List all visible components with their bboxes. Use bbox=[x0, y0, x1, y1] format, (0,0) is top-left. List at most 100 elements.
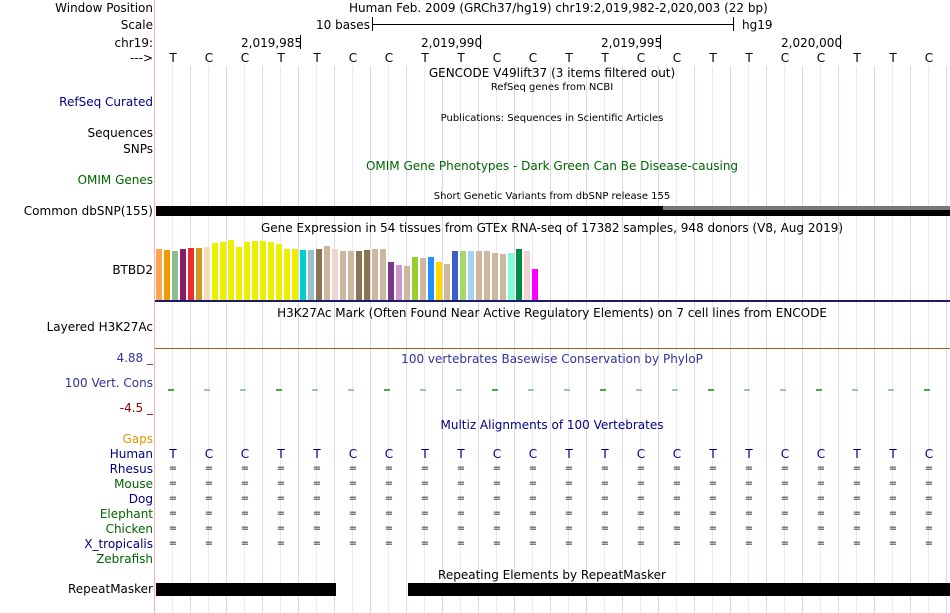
ruler-tick-label: 2,019,985 bbox=[241, 36, 303, 50]
refseq-track-label[interactable]: RefSeq Curated bbox=[59, 95, 153, 109]
repeat-element[interactable] bbox=[156, 583, 336, 596]
aligned-match-symbol: = bbox=[672, 523, 682, 534]
gtex-tissue-bar bbox=[364, 250, 370, 300]
gtex-tissue-bar bbox=[340, 251, 346, 300]
dbsnp-track-label[interactable]: Common dbSNP(155) bbox=[23, 204, 153, 218]
dbsnp-variant-bar[interactable] bbox=[663, 206, 950, 216]
gtex-tissue-bar bbox=[196, 248, 202, 300]
dbsnp-variant-bar[interactable] bbox=[156, 206, 663, 216]
aligned-match-symbol: = bbox=[924, 508, 934, 519]
multiz-track-title[interactable]: Multiz Alignments of 100 Vertebrates bbox=[440, 418, 664, 432]
aligned-match-symbol: = bbox=[564, 538, 574, 549]
aligned-match-symbol: = bbox=[816, 463, 826, 474]
strand-base: T bbox=[313, 51, 321, 65]
strand-label: ---> bbox=[129, 51, 153, 65]
aligned-match-symbol: = bbox=[672, 463, 682, 474]
phylop-score-mark bbox=[492, 389, 498, 391]
gtex-tissue-bar bbox=[156, 249, 162, 300]
aligned-match-symbol: = bbox=[744, 463, 754, 474]
scale-bar-right-tick bbox=[733, 17, 734, 31]
gtex-tissue-bar bbox=[516, 249, 522, 300]
phylop-score-mark bbox=[708, 389, 714, 391]
aligned-match-symbol: = bbox=[168, 463, 178, 474]
h3k27ac-track-label[interactable]: Layered H3K27Ac bbox=[46, 320, 153, 334]
gtex-tissue-bar bbox=[380, 249, 386, 300]
aligned-match-symbol: = bbox=[168, 493, 178, 504]
gtex-tissue-bar bbox=[428, 257, 434, 300]
repeatmasker-track-label[interactable]: RepeatMasker bbox=[67, 582, 153, 596]
gtex-track-title[interactable]: Gene Expression in 54 tissues from GTEx … bbox=[260, 221, 844, 235]
aligned-match-symbol: = bbox=[672, 508, 682, 519]
omim-track-title[interactable]: OMIM Gene Phenotypes - Dark Green Can Be… bbox=[365, 159, 739, 173]
repeatmasker-track-title[interactable]: Repeating Elements by RepeatMasker bbox=[438, 568, 666, 582]
human-aligned-base: T bbox=[745, 447, 753, 461]
strand-base: C bbox=[492, 51, 502, 65]
phylop-track-title[interactable]: 100 vertebrates Basewise Conservation by… bbox=[401, 352, 703, 366]
aligned-match-symbol: = bbox=[744, 538, 754, 549]
aligned-match-symbol: = bbox=[168, 508, 178, 519]
aligned-match-symbol: = bbox=[384, 493, 394, 504]
species-label[interactable]: Zebrafish bbox=[96, 552, 153, 566]
species-label[interactable]: X_tropicalis bbox=[84, 537, 153, 551]
omim-track-label[interactable]: OMIM Genes bbox=[77, 173, 153, 187]
species-label[interactable]: Chicken bbox=[105, 522, 153, 536]
aligned-match-symbol: = bbox=[240, 493, 250, 504]
gtex-tissue-bar bbox=[444, 264, 450, 300]
h3k27ac-track-title[interactable]: H3K27Ac Mark (Often Found Near Active Re… bbox=[277, 306, 827, 320]
scale-bases-label: 10 bases bbox=[316, 18, 370, 32]
gtex-tissue-bar bbox=[308, 250, 314, 300]
gtex-tissue-bar bbox=[180, 249, 186, 300]
gtex-tissue-bar bbox=[348, 251, 354, 300]
repeat-element[interactable] bbox=[408, 583, 950, 596]
aligned-match-symbol: = bbox=[384, 478, 394, 489]
phylop-score-mark bbox=[780, 389, 786, 391]
phylop-score-mark bbox=[420, 389, 426, 391]
strand-base: C bbox=[816, 51, 826, 65]
species-label[interactable]: Dog bbox=[128, 492, 153, 506]
publications-track-title[interactable]: Publications: Sequences in Scientific Ar… bbox=[440, 113, 664, 124]
aligned-match-symbol: = bbox=[564, 478, 574, 489]
human-aligned-base: T bbox=[421, 447, 429, 461]
window-position-label: Window Position bbox=[55, 1, 153, 15]
aligned-match-symbol: = bbox=[708, 478, 718, 489]
ruler-tick bbox=[840, 35, 841, 49]
phylop-min-label: -4.5 _ bbox=[119, 401, 153, 415]
species-label[interactable]: Rhesus bbox=[109, 462, 153, 476]
aligned-match-symbol: = bbox=[852, 508, 862, 519]
aligned-match-symbol: = bbox=[744, 523, 754, 534]
aligned-match-symbol: = bbox=[636, 508, 646, 519]
gencode-track-title[interactable]: GENCODE V49lift37 (3 items filtered out) bbox=[428, 66, 676, 80]
gtex-tissue-chart[interactable] bbox=[155, 236, 950, 304]
species-label[interactable]: Elephant bbox=[99, 507, 153, 521]
phylop-score-mark bbox=[384, 389, 390, 391]
aligned-match-symbol: = bbox=[276, 538, 286, 549]
phylop-chart[interactable] bbox=[155, 385, 950, 395]
aligned-match-symbol: = bbox=[600, 478, 610, 489]
species-label[interactable]: Mouse bbox=[114, 477, 153, 491]
aligned-match-symbol: = bbox=[816, 478, 826, 489]
aligned-match-symbol: = bbox=[672, 538, 682, 549]
strand-base: C bbox=[672, 51, 682, 65]
human-aligned-base: C bbox=[240, 447, 250, 461]
aligned-match-symbol: = bbox=[492, 478, 502, 489]
ruler-tick-label: 2,020,000 bbox=[781, 36, 843, 50]
snps-track-label[interactable]: SNPs bbox=[123, 142, 153, 156]
gtex-tissue-bar bbox=[220, 242, 226, 300]
human-aligned-base: T bbox=[709, 447, 717, 461]
human-aligned-base: T bbox=[169, 447, 177, 461]
species-label[interactable]: Human bbox=[109, 447, 153, 461]
gtex-tissue-bar bbox=[420, 258, 426, 300]
gtex-tissue-bar bbox=[532, 269, 538, 300]
aligned-match-symbol: = bbox=[456, 508, 466, 519]
gtex-tissue-bar bbox=[396, 265, 402, 300]
refseq-track-title[interactable]: RefSeq genes from NCBI bbox=[490, 82, 614, 93]
aligned-match-symbol: = bbox=[780, 463, 790, 474]
dbsnp-track-title[interactable]: Short Genetic Variants from dbSNP releas… bbox=[433, 191, 671, 202]
aligned-match-symbol: = bbox=[636, 463, 646, 474]
phylop-track-label[interactable]: 100 Vert. Cons bbox=[64, 376, 153, 390]
gtex-gene-label[interactable]: BTBD2 bbox=[112, 263, 153, 277]
aligned-match-symbol: = bbox=[240, 523, 250, 534]
phylop-score-mark bbox=[852, 389, 858, 391]
sequences-track-label[interactable]: Sequences bbox=[87, 126, 153, 140]
